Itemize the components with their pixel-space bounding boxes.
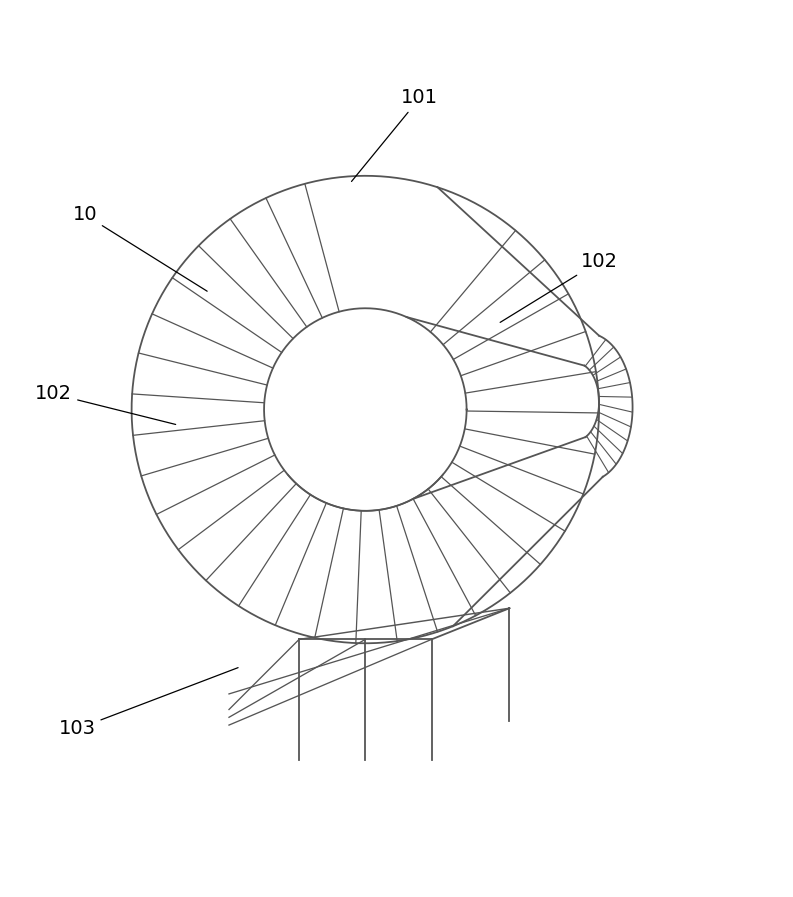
Text: 10: 10 <box>72 205 207 292</box>
Text: 101: 101 <box>351 89 439 181</box>
Text: 102: 102 <box>35 385 176 424</box>
Text: 103: 103 <box>59 667 238 738</box>
Text: 102: 102 <box>500 252 618 322</box>
